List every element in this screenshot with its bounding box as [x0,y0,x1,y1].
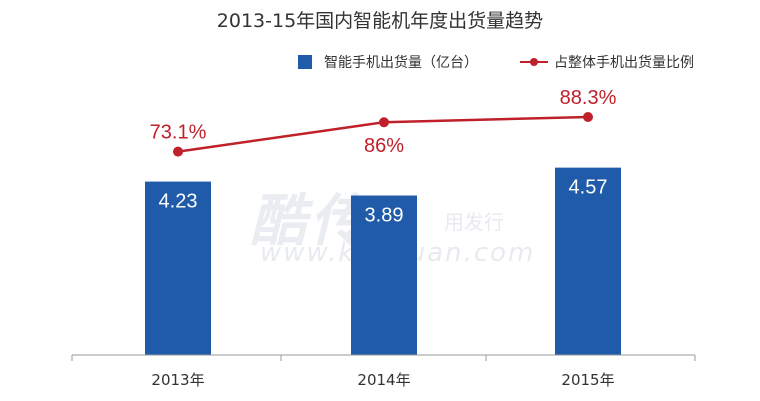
bar-label-1: 3.89 [365,205,404,227]
ratio-label-0: 73.1% [150,122,207,144]
bar-label-0: 4.23 [159,191,198,213]
watermark-side-text: 用发行 [444,210,504,234]
ratio-point-0 [173,146,183,157]
watermark-logo: 酷传 [250,189,370,254]
legend-line-swatch [520,55,548,69]
bar-0 [145,181,211,355]
bar-2 [555,167,621,355]
legend-item-line: 占整体手机出货量比例 [520,52,694,72]
ratio-point-1 [379,117,389,128]
legend-item-bar: 智能手机出货量（亿台） [298,52,478,72]
x-tick-label-1: 2014年 [357,371,410,389]
x-tick-label-2: 2015年 [561,371,614,389]
ratio-label-2: 88.3% [560,87,617,109]
legend-line-label: 占整体手机出货量比例 [554,55,694,71]
x-tick-label-0: 2013年 [151,371,204,389]
ratio-point-2 [583,112,593,122]
legend-bar-label: 智能手机出货量（亿台） [324,55,478,71]
bar-1 [351,195,417,355]
chart-title: 2013-15年国内智能机年度出货量趋势 [216,10,544,32]
ratio-label-1: 86% [364,135,404,157]
bar-label-2: 4.57 [569,177,608,199]
legend-bar-swatch [298,55,312,69]
